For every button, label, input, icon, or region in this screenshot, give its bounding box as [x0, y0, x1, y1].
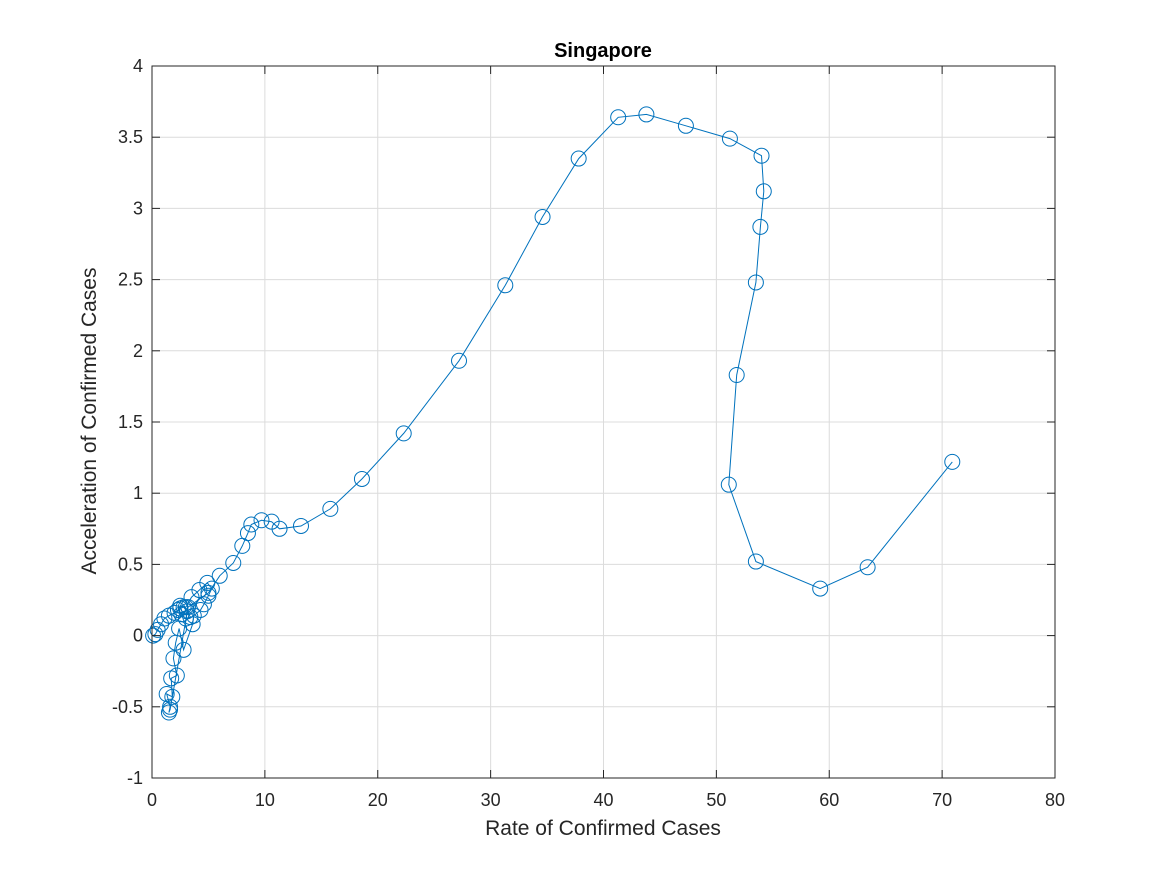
x-tick-label: 40: [593, 790, 613, 810]
y-tick-label: 3.5: [118, 127, 143, 147]
x-tick-label: 20: [368, 790, 388, 810]
x-tick-label: 30: [481, 790, 501, 810]
y-tick-label: 0.5: [118, 554, 143, 574]
x-tick-label: 10: [255, 790, 275, 810]
x-tick-label: 50: [706, 790, 726, 810]
x-tick-label: 60: [819, 790, 839, 810]
y-tick-label: 2.5: [118, 270, 143, 290]
x-tick-label: 70: [932, 790, 952, 810]
y-tick-label: 0: [133, 626, 143, 646]
x-tick-label: 80: [1045, 790, 1065, 810]
y-axis-title: Acceleration of Confirmed Cases: [78, 268, 101, 575]
y-tick-label: 1: [133, 483, 143, 503]
y-tick-label: 3: [133, 198, 143, 218]
y-tick-label: -0.5: [112, 697, 143, 717]
x-tick-label: 0: [147, 790, 157, 810]
y-tick-label: -1: [127, 768, 143, 788]
chart-title: Singapore: [554, 40, 652, 62]
x-axis-title: Rate of Confirmed Cases: [485, 817, 721, 840]
y-tick-label: 4: [133, 56, 143, 76]
y-tick-label: 2: [133, 341, 143, 361]
y-tick-label: 1.5: [118, 412, 143, 432]
